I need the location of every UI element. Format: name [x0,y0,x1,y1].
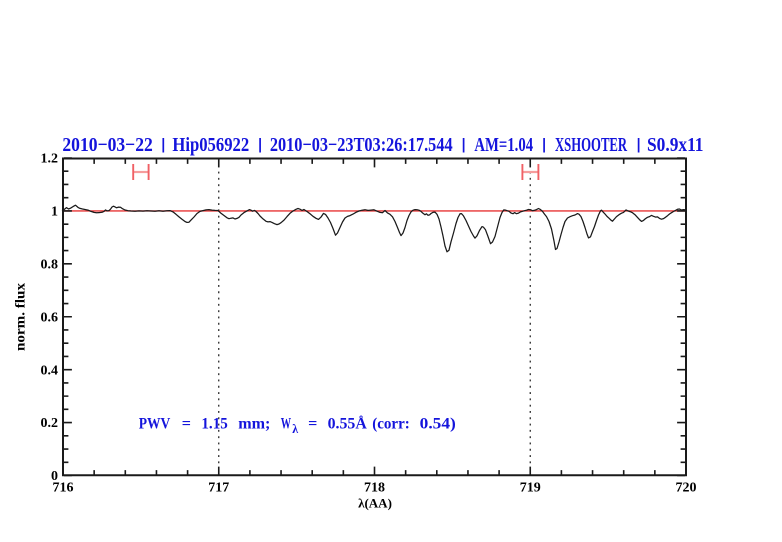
svg-text:W: W [281,414,292,433]
svg-text:719: 719 [520,481,541,496]
svg-text:1.2: 1.2 [41,152,59,167]
svg-text:λ: λ [292,421,298,436]
svg-text:718: 718 [364,481,385,496]
svg-text:1.15: 1.15 [201,414,227,433]
svg-text:0.2: 0.2 [41,416,59,431]
svg-text:0: 0 [51,469,58,484]
svg-text:2010−03−23T03:26:17.544: 2010−03−23T03:26:17.544 [270,134,453,156]
svg-text:norm. flux: norm. flux [14,283,29,351]
svg-text:0.54): 0.54) [420,414,456,433]
svg-text:0.6: 0.6 [41,310,59,325]
svg-text:2010−03−22: 2010−03−22 [62,134,152,156]
svg-text:0.55Å: 0.55Å [328,414,367,433]
svg-text:S0.9x11: S0.9x11 [647,134,704,156]
svg-text:1: 1 [51,205,58,220]
svg-text:=: = [182,414,191,433]
svg-text:0.8: 0.8 [41,257,59,272]
svg-text:716: 716 [53,481,74,496]
svg-text:=: = [308,414,317,433]
svg-text:λ(AA): λ(AA) [358,496,392,511]
svg-text:717: 717 [208,481,229,496]
svg-text:720: 720 [676,481,697,496]
svg-text:XSHOOTER: XSHOOTER [555,134,627,156]
svg-text:Hip056922: Hip056922 [172,134,249,156]
svg-text:AM=1.04: AM=1.04 [474,134,533,156]
svg-text:0.4: 0.4 [41,363,59,378]
svg-text:(corr:: (corr: [372,414,410,433]
svg-text:mm;: mm; [238,414,270,433]
svg-text:PWV: PWV [139,414,171,433]
